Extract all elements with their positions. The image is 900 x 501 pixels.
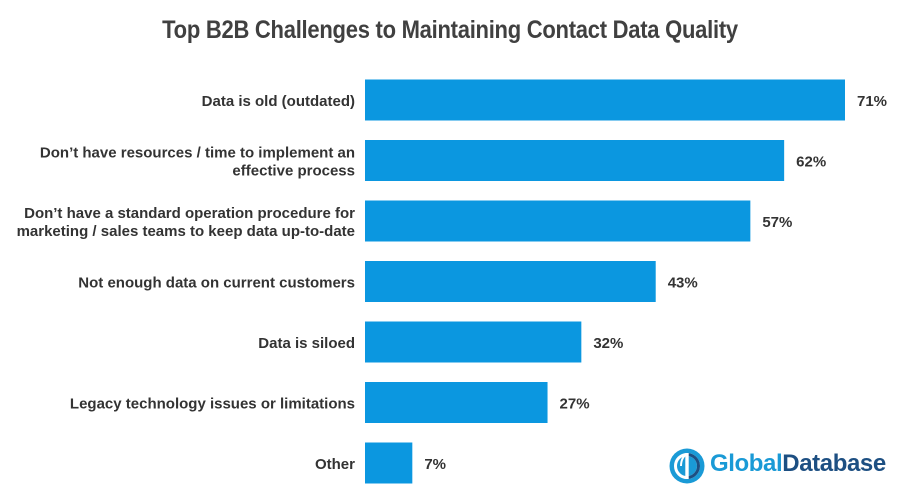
- category-label: Don’t have a standard operation procedur…: [24, 205, 355, 222]
- bar: [365, 442, 413, 484]
- global-database-logo: GlobalDatabase: [668, 446, 893, 486]
- logo-wordmark: GlobalDatabase: [710, 450, 886, 478]
- category-label: Not enough data on current customers: [78, 275, 355, 292]
- chart-title: Top B2B Challenges to Maintaining Contac…: [162, 16, 738, 44]
- category-label: Data is old (outdated): [202, 93, 355, 110]
- logo-word-database: Database: [782, 450, 886, 477]
- data-label: 7%: [424, 456, 446, 473]
- bar: [365, 200, 751, 242]
- category-label: Don’t have resources / time to implement…: [40, 145, 355, 162]
- globe-logo-icon: [669, 448, 705, 484]
- category-label: marketing / sales teams to keep data up-…: [17, 223, 355, 240]
- data-label: 57%: [762, 214, 792, 231]
- data-label: 27%: [560, 396, 590, 413]
- data-label: 71%: [857, 93, 887, 110]
- category-label: Data is siloed: [258, 335, 355, 352]
- data-label: 32%: [593, 335, 623, 352]
- category-label: Other: [315, 456, 355, 473]
- category-label: Legacy technology issues or limitations: [70, 396, 355, 413]
- data-label: 62%: [796, 154, 826, 171]
- bar: [365, 79, 845, 121]
- data-label: 43%: [668, 275, 698, 292]
- bar: [365, 140, 785, 181]
- bar: [365, 321, 582, 363]
- bar: [365, 261, 656, 302]
- logo-word-global: Global: [710, 450, 783, 477]
- bar: [365, 382, 548, 423]
- category-label: effective process: [232, 163, 355, 180]
